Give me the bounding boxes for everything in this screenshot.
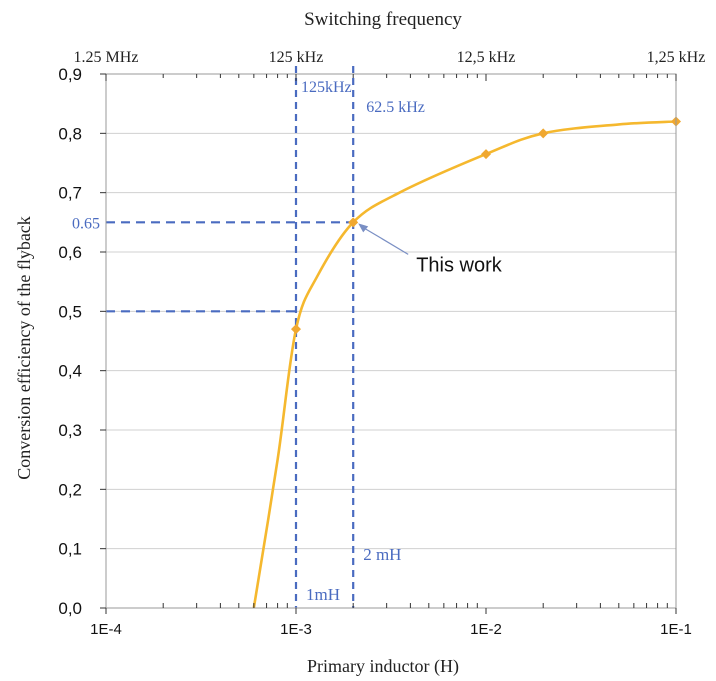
- y-tick-label: 0,7: [58, 184, 82, 203]
- top-axis-label: 1.25 MHz: [74, 49, 139, 66]
- y-tick-label: 0,3: [58, 421, 82, 440]
- x-tick-label: 1E-2: [470, 621, 502, 638]
- efficiency-curve: [252, 120, 677, 609]
- top-axis-label: 12,5 kHz: [457, 49, 516, 66]
- annotation-label: This work: [416, 254, 503, 276]
- x-tick-label: 1E-3: [280, 621, 312, 638]
- top-axis-label: 1,25 kHz: [647, 49, 706, 66]
- grid-lines: [106, 73, 676, 550]
- x-tick-label: 1E-1: [660, 621, 692, 638]
- y-tick-label: 0,6: [58, 243, 82, 262]
- annotation-arrow-head: [358, 223, 369, 233]
- reference-lines: 125kHz 1mH 62.5 kHz 2 mH 0.65 This work: [72, 66, 503, 608]
- x-tick-label: 1E-4: [90, 621, 122, 638]
- y-tick-label: 0,9: [58, 65, 82, 84]
- y-tick-label: 0,1: [58, 540, 82, 559]
- data-point: [348, 217, 359, 228]
- y-tick-label: 0,5: [58, 302, 82, 321]
- data-point: [291, 324, 301, 335]
- vertical-reference-label: 1mH: [306, 585, 340, 604]
- x-axis-label: Primary inductor (H): [307, 656, 459, 677]
- horizontal-reference-label: 0.65: [72, 215, 100, 232]
- vertical-reference-top-label: 62.5 kHz: [366, 99, 425, 116]
- vertical-reference-label: 2 mH: [363, 545, 401, 564]
- data-point: [481, 149, 491, 160]
- chart-title: Switching frequency: [304, 9, 462, 30]
- y-tick-label: 0,8: [58, 124, 82, 143]
- y-tick-label: 0,0: [58, 599, 82, 618]
- vertical-reference-top-label: 125kHz: [301, 79, 352, 96]
- y-tick-label: 0,4: [58, 362, 82, 381]
- plot-frame: [105, 73, 677, 609]
- annotation-arrow-line: [360, 225, 409, 255]
- y-tick-label: 0,2: [58, 480, 82, 499]
- y-axis-label: Conversion efficiency of the flyback: [14, 216, 34, 480]
- axes: 0,0 0,1 0,2 0,3 0,4 0,5 0,6 0,7 0,8 0,9 1E-4 1E-3 1E…: [58, 49, 705, 638]
- data-point: [538, 128, 549, 139]
- top-axis-label: 125 kHz: [269, 49, 324, 66]
- series-layer: [252, 116, 681, 609]
